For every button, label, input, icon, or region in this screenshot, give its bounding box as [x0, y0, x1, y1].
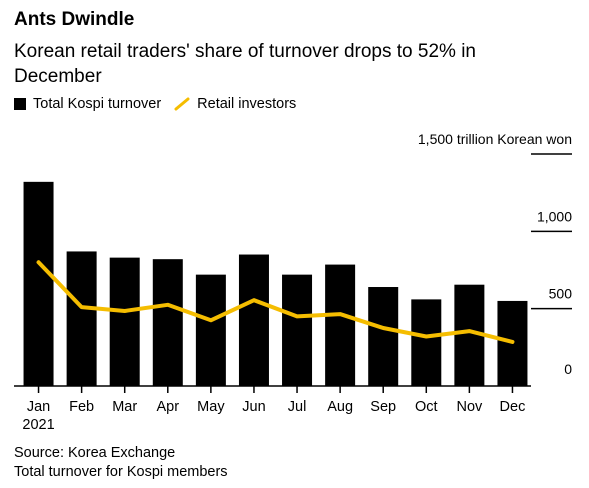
bar	[238, 254, 269, 386]
chart-subtitle: Korean retail traders' share of turnover…	[14, 41, 476, 87]
bar	[195, 274, 226, 386]
legend-label-bars: Total Kospi turnover	[33, 96, 162, 112]
x-tick-label: Dec	[500, 399, 526, 415]
legend-item-line: Retail investors	[173, 96, 296, 112]
x-tick-label: Jun	[242, 399, 265, 415]
line-series-retail	[36, 260, 515, 344]
x-tick-label: Oct	[415, 399, 438, 415]
footer: Source: Korea Exchange Total turnover fo…	[14, 444, 228, 482]
bar	[282, 274, 313, 386]
y-tick-label: 500	[549, 286, 573, 302]
y-tick-label: 1,500 trillion Korean won	[418, 131, 572, 147]
legend-item-bars: Total Kospi turnover	[14, 96, 161, 112]
chart-title: Ants Dwindle	[14, 9, 135, 30]
bar	[109, 257, 140, 386]
x-tick-label: Sep	[370, 399, 396, 415]
x-tick-label: Aug	[327, 399, 353, 415]
x-tick-label: Apr	[157, 399, 180, 415]
bar	[66, 251, 97, 386]
x-tick-label: May	[197, 399, 225, 415]
x-tick-label: Jan	[27, 399, 50, 415]
legend-swatch-bar	[14, 98, 26, 110]
x-tick-label: Mar	[112, 399, 137, 415]
x-tick-label: Nov	[456, 399, 483, 415]
x-year-label: 2021	[22, 417, 54, 433]
source-note: Source: Korea Exchange	[14, 445, 176, 461]
footnote: Total turnover for Kospi members	[14, 464, 228, 480]
y-tick-label: 0	[564, 361, 572, 377]
bar	[325, 264, 356, 386]
y-tick-label: 1,000	[537, 208, 572, 224]
legend-label-line: Retail investors	[197, 96, 297, 112]
bar	[23, 181, 54, 386]
x-tick-label: Jul	[288, 399, 307, 415]
bar	[152, 259, 183, 386]
legend-swatch-line	[174, 97, 190, 111]
legend: Total Kospi turnover Retail investors	[14, 96, 308, 112]
bar	[411, 299, 442, 386]
x-tick-label: Feb	[69, 399, 94, 415]
bar	[368, 287, 399, 386]
